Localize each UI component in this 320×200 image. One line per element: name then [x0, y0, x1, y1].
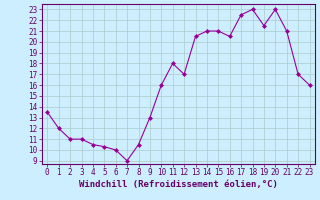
X-axis label: Windchill (Refroidissement éolien,°C): Windchill (Refroidissement éolien,°C) [79, 180, 278, 189]
